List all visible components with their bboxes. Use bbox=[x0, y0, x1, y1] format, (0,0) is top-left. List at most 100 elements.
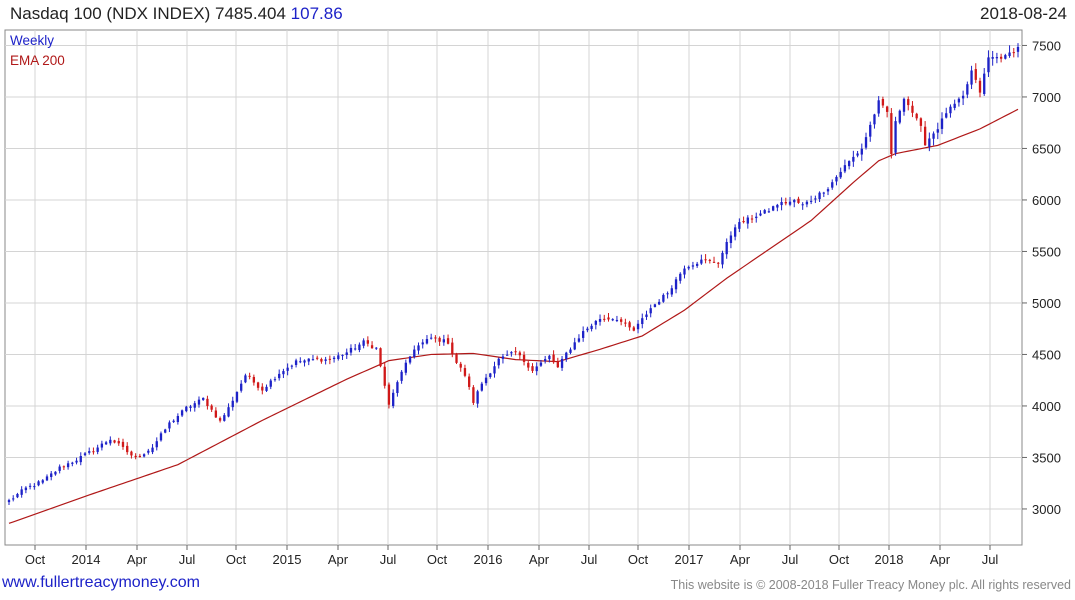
candle bbox=[96, 444, 99, 455]
x-tick-label: Oct bbox=[25, 552, 46, 567]
candle bbox=[20, 486, 23, 498]
candle-body bbox=[134, 455, 137, 458]
candle-body bbox=[404, 362, 408, 373]
candle bbox=[531, 363, 534, 374]
candle-body bbox=[7, 500, 11, 503]
candle bbox=[202, 397, 205, 401]
candle bbox=[463, 364, 467, 378]
candle bbox=[919, 117, 923, 132]
website-link[interactable]: www.fullertreacymoney.com bbox=[2, 574, 200, 591]
candle bbox=[248, 372, 251, 380]
y-tick-label: 7000 bbox=[1032, 90, 1061, 105]
candle-body bbox=[332, 357, 336, 360]
candle bbox=[695, 261, 699, 268]
candle bbox=[712, 256, 716, 263]
candle-body bbox=[725, 241, 728, 255]
candle bbox=[510, 351, 513, 357]
candle bbox=[615, 315, 619, 323]
candle-body bbox=[923, 126, 927, 146]
candle bbox=[307, 358, 310, 366]
candle bbox=[776, 203, 779, 212]
candle bbox=[966, 81, 969, 99]
candle bbox=[370, 341, 374, 349]
candle bbox=[907, 96, 910, 111]
candle-body bbox=[539, 362, 543, 366]
candle-body bbox=[598, 318, 602, 322]
candle-body bbox=[197, 399, 201, 405]
candle bbox=[721, 250, 724, 269]
candle-body bbox=[180, 410, 184, 416]
candle bbox=[983, 68, 986, 96]
candle-body bbox=[45, 476, 49, 481]
candle bbox=[877, 96, 880, 117]
candle-body bbox=[252, 376, 256, 383]
candle-body bbox=[890, 113, 893, 155]
candle bbox=[206, 395, 209, 410]
candle-body bbox=[1012, 52, 1015, 54]
candle bbox=[337, 352, 340, 361]
candle bbox=[1012, 47, 1015, 58]
candle bbox=[949, 104, 952, 118]
candle-body bbox=[759, 213, 762, 216]
candle bbox=[915, 112, 918, 121]
candle bbox=[624, 318, 627, 327]
candle bbox=[24, 486, 28, 494]
candle-body bbox=[894, 121, 897, 153]
candle-body bbox=[603, 318, 606, 320]
candle bbox=[784, 197, 787, 206]
candle-body bbox=[818, 192, 821, 200]
candle bbox=[856, 150, 859, 158]
candle-body bbox=[294, 360, 298, 365]
axes-group: 3000 3500 4000 4500 5000 5500 6000 6500 7000 7500… bbox=[25, 38, 1061, 567]
candle bbox=[159, 431, 163, 442]
candle bbox=[1016, 43, 1020, 58]
candle bbox=[37, 480, 40, 487]
candle-body bbox=[341, 355, 344, 357]
candle bbox=[383, 362, 386, 389]
candle-body bbox=[104, 442, 108, 445]
candle-body bbox=[831, 182, 834, 188]
candle bbox=[121, 438, 125, 450]
x-tick-label: 2018 bbox=[875, 552, 904, 567]
y-tick-label: 3000 bbox=[1032, 502, 1061, 517]
candle-body bbox=[826, 189, 830, 192]
candle bbox=[16, 492, 19, 499]
candle bbox=[683, 265, 686, 279]
candle-body bbox=[898, 110, 901, 123]
candle bbox=[657, 299, 661, 306]
candle bbox=[831, 179, 834, 190]
candle bbox=[864, 132, 868, 150]
candle bbox=[459, 361, 462, 372]
candle bbox=[691, 261, 695, 270]
candle-body bbox=[717, 262, 720, 264]
candle-body bbox=[463, 368, 467, 376]
candle-body bbox=[113, 440, 116, 443]
candle bbox=[961, 90, 965, 106]
candle-body bbox=[822, 192, 825, 194]
candle-body bbox=[957, 98, 961, 103]
candle-body bbox=[902, 98, 906, 112]
candle-body bbox=[155, 441, 158, 448]
candle-body bbox=[577, 338, 581, 342]
candle-body bbox=[62, 466, 66, 468]
candle-body bbox=[527, 362, 530, 368]
title-text: Nasdaq 100 (NDX INDEX) 7485.404 bbox=[10, 4, 286, 23]
candle bbox=[995, 52, 999, 64]
candle bbox=[303, 359, 306, 367]
candle-body bbox=[307, 358, 310, 362]
candle bbox=[932, 131, 935, 146]
candle-body bbox=[750, 218, 754, 220]
x-tick-label: Jul bbox=[782, 552, 799, 567]
candle-body bbox=[164, 429, 167, 433]
candle bbox=[468, 373, 471, 390]
candle-body bbox=[510, 352, 513, 354]
candle-body bbox=[235, 392, 239, 402]
candle bbox=[142, 453, 146, 458]
candle bbox=[252, 374, 256, 386]
candle bbox=[425, 335, 429, 345]
candle bbox=[636, 320, 640, 334]
candle-body bbox=[417, 345, 420, 351]
candle bbox=[506, 350, 509, 356]
candle-body bbox=[455, 354, 458, 363]
candle bbox=[231, 396, 234, 411]
